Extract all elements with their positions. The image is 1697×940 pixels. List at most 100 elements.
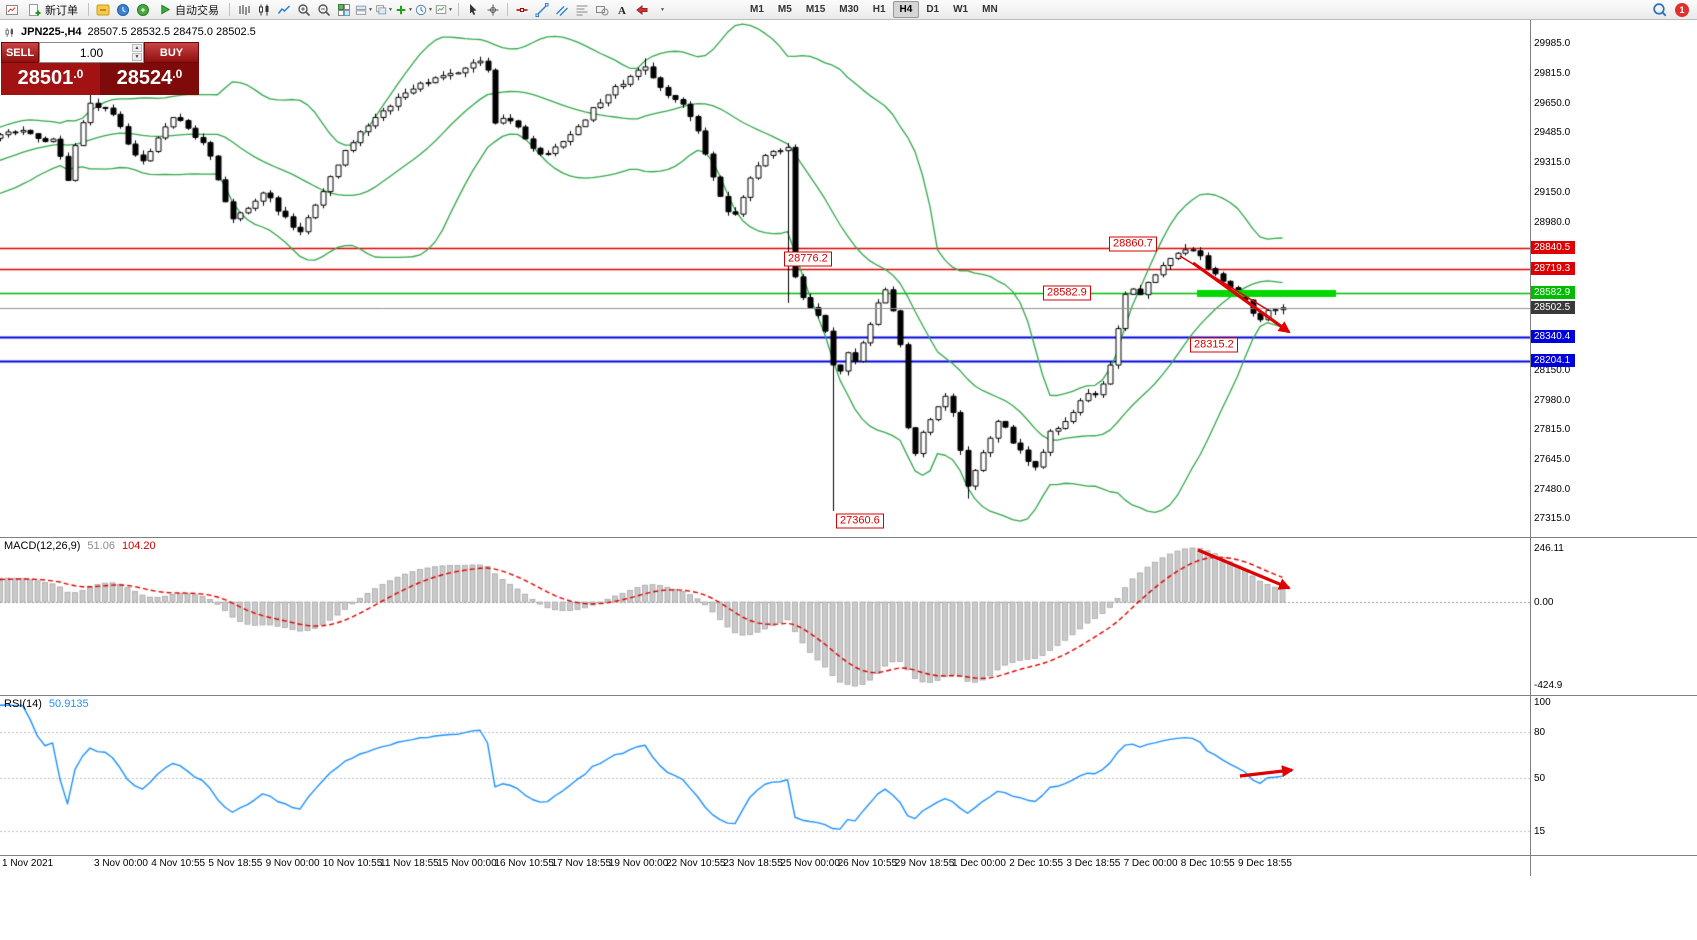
notification-badge[interactable]: 1	[1675, 2, 1689, 17]
price-annotation-label[interactable]: 27360.6	[836, 513, 884, 529]
macd-max-label: 246.11	[1534, 543, 1564, 554]
toolbar-right-group: 1	[1650, 2, 1694, 18]
price-annotation-label[interactable]: 28776.2	[784, 251, 832, 267]
macd-title: MACD(12,26,9)	[4, 540, 81, 552]
timeframe-mn-button[interactable]: MN	[975, 1, 1005, 18]
rsi-indicator-label: RSI(14) 50.9135	[4, 698, 89, 710]
trendline-icon[interactable]	[533, 2, 551, 18]
drawing-tools-caret[interactable]: ▼	[653, 2, 671, 18]
crosshair-icon[interactable]	[484, 2, 502, 18]
time-tick-label: 15 Nov 00:00	[437, 858, 497, 869]
pane-divider[interactable]	[0, 695, 1697, 696]
time-tick-label: 23 Nov 18:55	[723, 858, 783, 869]
timeframe-m5-button[interactable]: M5	[771, 1, 799, 18]
volume-up-icon[interactable]: ▲	[132, 44, 142, 52]
toolbar-separator	[88, 3, 89, 16]
symbol-ohlc: 28507.5 28532.5 28475.0 28502.5	[87, 26, 256, 38]
timeframe-w1-button[interactable]: W1	[946, 1, 975, 18]
cursor-icon[interactable]	[464, 2, 482, 18]
metaeditor-icon[interactable]	[94, 2, 112, 18]
timeframe-d1-button[interactable]: D1	[919, 1, 946, 18]
new-order-button[interactable]: 新订单	[23, 1, 83, 19]
buy-button[interactable]: BUY	[144, 42, 199, 63]
sell-price[interactable]: 28501 .0	[1, 63, 100, 95]
one-click-trading-panel: SELL 1.00 ▲ ▼ BUY 28501 .0 28524 .0	[1, 42, 199, 95]
horizontal-line-icon[interactable]	[513, 2, 531, 18]
pane-divider[interactable]	[0, 537, 1697, 538]
chevron-down-icon: ▼	[660, 6, 665, 13]
time-tick-label: 10 Nov 10:55	[322, 858, 383, 869]
price-tick-label: 28150.0	[1534, 364, 1571, 376]
period-selector-icon[interactable]: ▼	[415, 2, 433, 18]
price-annotation-label[interactable]: 28582.9	[1043, 285, 1091, 301]
price-annotation-label[interactable]: 28860.7	[1109, 236, 1157, 252]
price-tick-label: 29150.0	[1534, 186, 1571, 198]
macd-main-value: 51.06	[87, 540, 115, 552]
price-tick-label: 27315.0	[1534, 513, 1571, 525]
search-icon[interactable]	[1650, 2, 1668, 18]
timeframe-m1-button[interactable]: M1	[743, 1, 771, 18]
price-annotation-label[interactable]: 28315.2	[1190, 337, 1238, 353]
new-order-label: 新订单	[45, 4, 78, 17]
rsi-indicator-chart[interactable]	[0, 696, 1530, 855]
sell-button[interactable]: SELL	[1, 42, 39, 63]
cascade-windows-icon[interactable]: ▼	[375, 2, 393, 18]
new-chart-icon[interactable]: ▼	[395, 2, 413, 18]
volume-input[interactable]: 1.00 ▲ ▼	[39, 42, 144, 63]
time-tick-label: 4 Nov 10:55	[151, 858, 206, 869]
chevron-down-icon: ▼	[448, 6, 453, 13]
shapes-icon[interactable]	[593, 2, 611, 18]
time-tick-label: 25 Nov 00:00	[780, 858, 840, 869]
equidistant-channel-icon[interactable]	[553, 2, 571, 18]
time-tick-label: 8 Dec 10:55	[1180, 858, 1235, 869]
navigator-icon[interactable]	[134, 2, 152, 18]
timeframe-h1-button[interactable]: H1	[866, 1, 893, 18]
zoom-out-icon[interactable]	[315, 2, 333, 18]
bar-chart-icon[interactable]	[235, 2, 253, 18]
timeframe-m15-button[interactable]: M15	[799, 1, 832, 18]
rsi-level-label: 100	[1534, 697, 1551, 708]
auto-trading-button[interactable]: 自动交易	[154, 1, 224, 19]
chevron-down-icon: ▼	[408, 6, 413, 13]
arrow-label-icon[interactable]	[633, 2, 651, 18]
chart-window-icon[interactable]	[3, 2, 21, 18]
time-tick-label: 1 Nov 2021	[2, 858, 54, 869]
time-axis[interactable]: 1 Nov 2021 3 Nov 00:00 4 Nov 10:55 5 Nov 18…	[0, 856, 1697, 876]
macd-signal-value: 104.20	[121, 540, 156, 552]
chevron-down-icon: ▼	[428, 6, 433, 13]
macd-indicator-label: MACD(12,26,9) 51.06 104.20	[4, 540, 156, 552]
price-line-tag: 28840.5	[1531, 240, 1575, 254]
volume-down-icon[interactable]: ▼	[132, 53, 142, 61]
sell-price-main: 28501	[17, 67, 74, 89]
zoom-in-icon[interactable]	[295, 2, 313, 18]
price-tick-label: 29485.0	[1534, 126, 1571, 138]
price-tick-label: 27480.0	[1534, 483, 1571, 495]
main-price-chart[interactable]	[0, 20, 1530, 537]
time-tick-label: 7 Dec 00:00	[1123, 858, 1178, 869]
text-icon[interactable]: A	[613, 2, 631, 18]
rsi-axis[interactable]: 100 80 50 15	[1531, 696, 1697, 855]
pane-divider[interactable]	[0, 855, 1697, 856]
play-icon	[161, 4, 171, 15]
macd-min-label: -424.9	[1534, 680, 1563, 691]
buy-price[interactable]: 28524 .0	[100, 63, 199, 95]
symbol-title: JPN225-,H4	[21, 26, 82, 38]
volume-value: 1.00	[79, 45, 104, 60]
candlestick-chart-icon[interactable]	[255, 2, 273, 18]
timeframe-h4-button[interactable]: H4	[892, 1, 920, 18]
macd-axis[interactable]: 246.11 0.00 -424.9	[1531, 538, 1697, 695]
tile-windows-icon[interactable]	[335, 2, 353, 18]
template-icon[interactable]: ▼	[435, 2, 453, 18]
main-toolbar: 新订单 自动交易 ▼ ▼ ▼ ▼ ▼ A ▼ M1 M5 M15 M30 H1 …	[0, 0, 1697, 20]
macd-zero-label: 0.00	[1534, 597, 1554, 608]
timeframe-m30-button[interactable]: M30	[832, 1, 865, 18]
market-watch-icon[interactable]	[114, 2, 132, 18]
price-axis[interactable]: 29985.0 29815.0 29650.0 29485.0 29315.0 29150…	[1531, 20, 1697, 537]
macd-indicator-chart[interactable]	[0, 538, 1530, 695]
fibonacci-icon[interactable]	[573, 2, 591, 18]
line-chart-icon[interactable]	[275, 2, 293, 18]
time-tick-label: 16 Nov 10:55	[494, 858, 554, 869]
time-tick-label: 22 Nov 10:55	[666, 858, 726, 869]
arrange-windows-icon[interactable]: ▼	[355, 2, 373, 18]
symbol-info: JPN225-,H4 28507.5 28532.5 28475.0 28502…	[4, 26, 256, 38]
